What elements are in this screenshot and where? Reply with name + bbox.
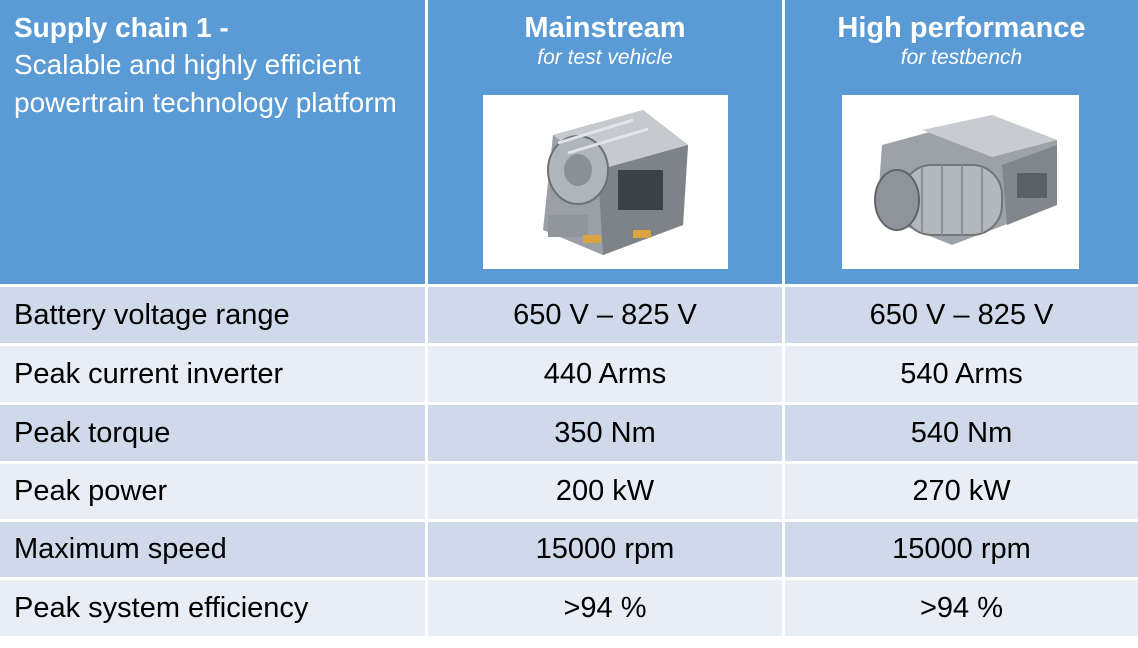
mainstream-motor-image bbox=[483, 95, 728, 269]
high-performance-motor-image bbox=[842, 95, 1079, 269]
table-cell-mainstream: 440 Arms bbox=[428, 346, 782, 402]
table-subtitle: Scalable and highly efficient powertrain… bbox=[14, 49, 397, 118]
column-subtitle: for testbench bbox=[900, 46, 1023, 69]
table-cell-mainstream: 200 kW bbox=[428, 464, 782, 519]
table-cell-high-performance: 540 Nm bbox=[785, 405, 1138, 461]
table-row-label: Peak current inverter bbox=[0, 346, 425, 402]
table-cell-mainstream: 15000 rpm bbox=[428, 522, 782, 577]
table-cell-mainstream: 350 Nm bbox=[428, 405, 782, 461]
column-title: Mainstream bbox=[524, 12, 686, 44]
table-title: Supply chain 1 - bbox=[14, 12, 229, 43]
table-row-label: Battery voltage range bbox=[0, 287, 425, 343]
table-cell-high-performance: 15000 rpm bbox=[785, 522, 1138, 577]
column-header-mainstream: Mainstream for test vehicle bbox=[428, 0, 782, 284]
table-cell-high-performance: >94 % bbox=[785, 580, 1138, 636]
table-row-label: Peak power bbox=[0, 464, 425, 519]
column-header-high-performance: High performance for testbench bbox=[785, 0, 1138, 284]
table-cell-high-performance: 650 V – 825 V bbox=[785, 287, 1138, 343]
table-row-label: Peak torque bbox=[0, 405, 425, 461]
table-cell-high-performance: 540 Arms bbox=[785, 346, 1138, 402]
table-cell-mainstream: 650 V – 825 V bbox=[428, 287, 782, 343]
column-title: High performance bbox=[837, 12, 1086, 44]
column-subtitle: for test vehicle bbox=[537, 46, 673, 69]
table-row-label: Peak system efficiency bbox=[0, 580, 425, 636]
table-cell-mainstream: >94 % bbox=[428, 580, 782, 636]
table-row-label: Maximum speed bbox=[0, 522, 425, 577]
table-cell-high-performance: 270 kW bbox=[785, 464, 1138, 519]
header-title-cell: Supply chain 1 - Scalable and highly eff… bbox=[0, 0, 425, 284]
